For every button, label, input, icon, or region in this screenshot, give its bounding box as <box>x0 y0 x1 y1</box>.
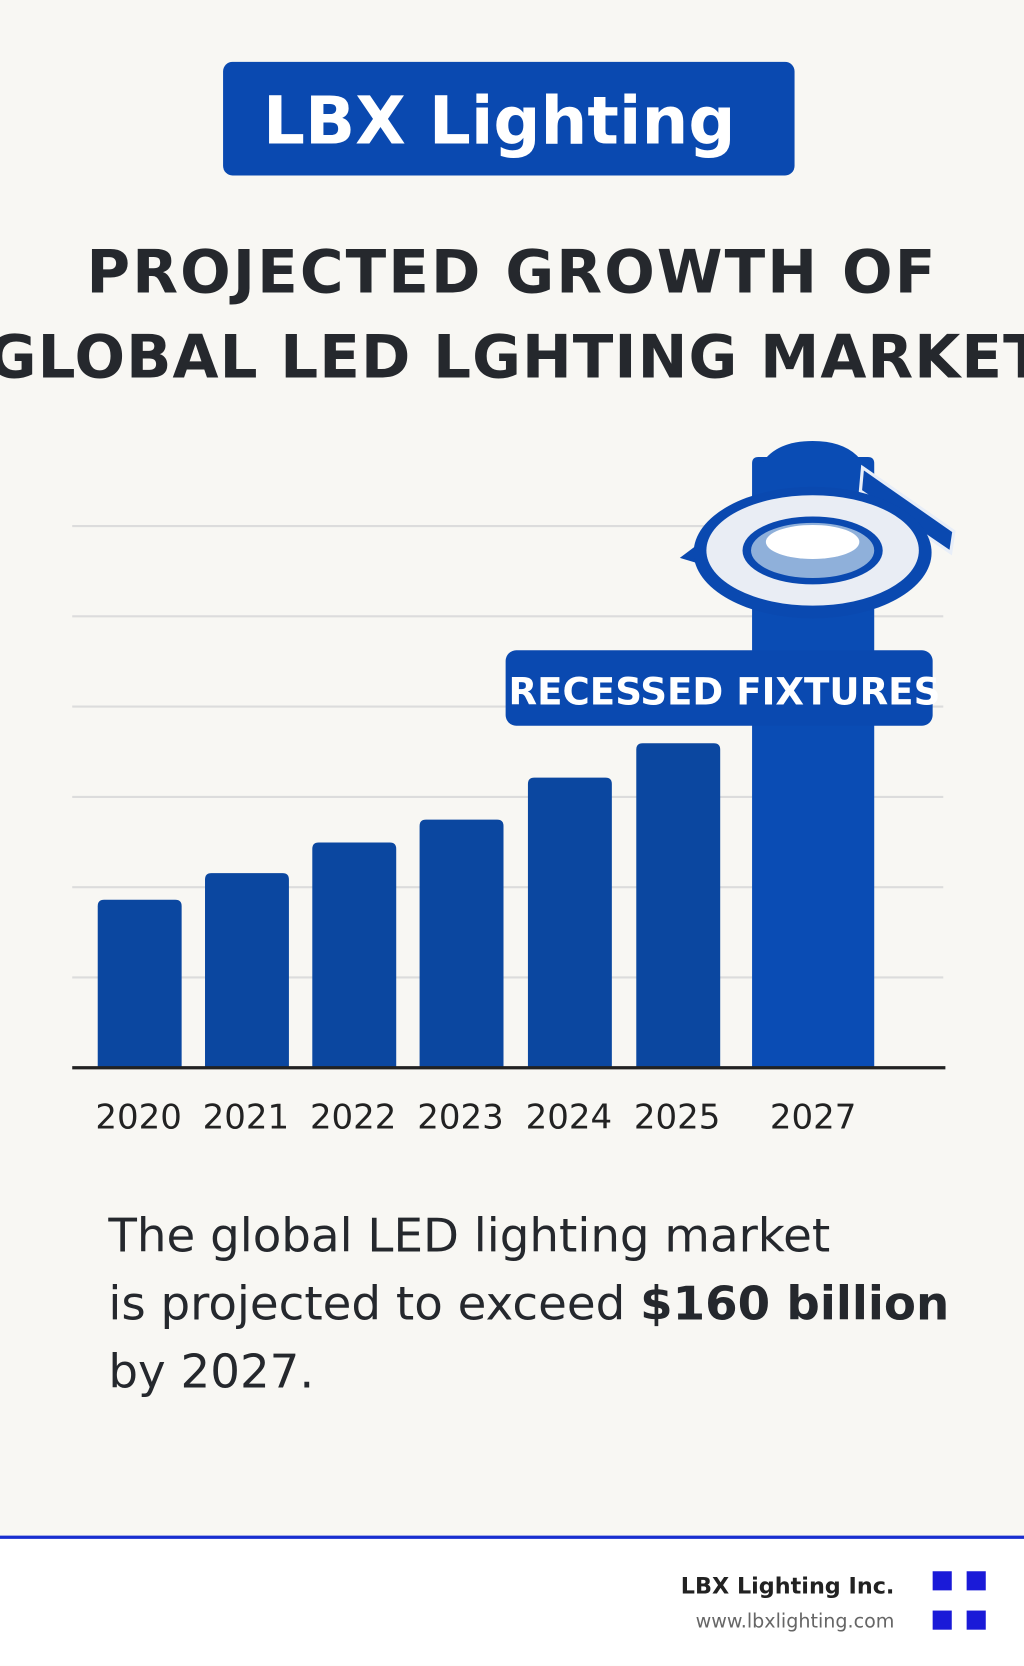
x-tick-label: 2022 <box>310 1097 397 1137</box>
caption-line: The global LED lighting market <box>107 1210 830 1264</box>
footer-logo <box>932 1571 986 1630</box>
bar <box>312 842 397 1068</box>
x-tick-label: 2024 <box>526 1097 613 1137</box>
x-tick-label: 2020 <box>95 1097 181 1137</box>
annotation-box <box>505 650 933 726</box>
annotation: RECESSED FIXTURES <box>509 669 941 713</box>
footer <box>0 1537 1024 1666</box>
x-tick-label: 2025 <box>634 1097 721 1137</box>
caption-line: by 2027. <box>108 1345 314 1399</box>
footer-url: www.lbxlighting.com <box>696 1610 895 1633</box>
brand: LBX Lighting <box>263 83 735 160</box>
title-line: PROJECTED GROWTH OF <box>87 238 938 307</box>
x-tick-label: 2023 <box>417 1097 504 1137</box>
bar <box>97 899 182 1068</box>
caption-line: is projected to exceed $160 billion <box>108 1278 949 1332</box>
caption-text: is projected to exceed <box>108 1278 640 1332</box>
bar <box>527 777 612 1068</box>
x-tick-label: 2027 <box>770 1097 857 1137</box>
bar <box>205 873 289 1068</box>
title-line: GLOBAL LED LGHTING MARKET <box>0 323 1024 392</box>
footer-company: LBX Lighting Inc. <box>681 1574 895 1600</box>
caption-highlight: $160 billion <box>640 1278 949 1332</box>
x-tick-label: 2021 <box>203 1097 290 1137</box>
fixture-icon <box>679 441 956 619</box>
bar <box>419 819 504 1068</box>
bar <box>636 743 721 1068</box>
brand-box <box>223 61 795 176</box>
